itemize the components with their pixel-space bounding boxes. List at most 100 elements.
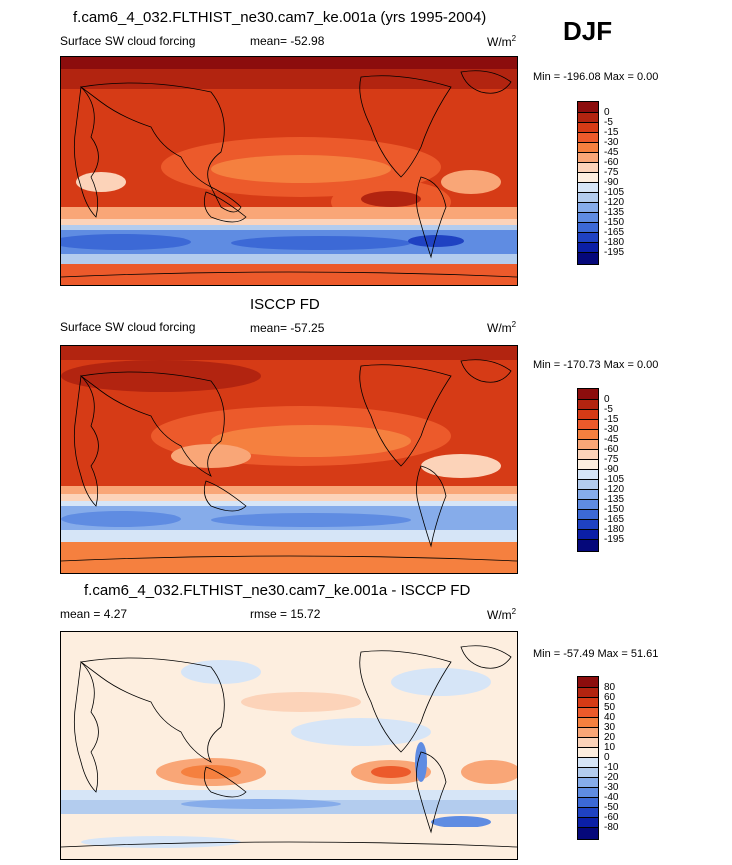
colorbar-tick-label: 0 — [604, 394, 610, 405]
colorbar-tick-label: -60 — [604, 444, 619, 455]
colorbar-tick-label: 40 — [604, 712, 616, 723]
colorbar-swatch — [578, 788, 598, 798]
colorbar-tick-label: -180 — [604, 237, 625, 248]
colorbar-swatch — [578, 460, 598, 470]
colorbar-swatch — [578, 440, 598, 450]
panel3-map — [60, 631, 518, 860]
panel3-colorbar — [577, 676, 599, 840]
colorbar-tick-label: -75 — [604, 454, 619, 465]
colorbar-swatch — [578, 163, 598, 173]
colorbar-swatch — [578, 540, 598, 551]
panel1-map — [60, 56, 518, 286]
panel2-left-label: Surface SW cloud forcing — [60, 320, 196, 334]
colorbar-swatch — [578, 490, 598, 500]
colorbar-swatch — [578, 798, 598, 808]
colorbar-tick-label: -165 — [604, 227, 625, 238]
colorbar-swatch — [578, 123, 598, 133]
colorbar-tick-label: -135 — [604, 207, 625, 218]
panel1-stat-label: mean= -52.98 — [250, 34, 325, 48]
colorbar-tick-label: -5 — [604, 117, 613, 128]
colorbar-swatch — [578, 500, 598, 510]
colorbar-swatch — [578, 808, 598, 818]
colorbar-tick-label: -120 — [604, 484, 625, 495]
colorbar-tick-label: -45 — [604, 434, 619, 445]
colorbar-swatch — [578, 233, 598, 243]
panel1-minmax: Min = -196.08 Max = 0.00 — [533, 71, 659, 83]
colorbar-tick-label: 0 — [604, 752, 610, 763]
colorbar-tick-label: 60 — [604, 692, 616, 703]
colorbar-swatch — [578, 708, 598, 718]
panel3-minmax: Min = -57.49 Max = 51.61 — [533, 648, 659, 660]
colorbar-tick-label: -10 — [604, 762, 619, 773]
colorbar-tick-label: -75 — [604, 167, 619, 178]
panel3-units: W/m2 — [487, 607, 517, 622]
panel2-stat-label: mean= -57.25 — [250, 321, 325, 335]
colorbar-tick-label: -45 — [604, 147, 619, 158]
colorbar-swatch — [578, 253, 598, 264]
colorbar-tick-label: 10 — [604, 742, 616, 753]
colorbar-swatch — [578, 698, 598, 708]
colorbar-tick-label: 50 — [604, 702, 616, 713]
colorbar-swatch — [578, 102, 598, 113]
colorbar-swatch — [578, 143, 598, 153]
panel3-left-label: mean = 4.27 — [60, 607, 128, 621]
colorbar-tick-label: -20 — [604, 772, 619, 783]
panel1-colorbar — [577, 101, 599, 265]
colorbar-tick-label: -30 — [604, 137, 619, 148]
colorbar-tick-label: 80 — [604, 682, 616, 693]
panel3-title: f.cam6_4_032.FLTHIST_ne30.cam7_ke.001a -… — [84, 582, 471, 599]
colorbar-tick-label: -120 — [604, 197, 625, 208]
colorbar-swatch — [578, 748, 598, 758]
colorbar-tick-label: -195 — [604, 247, 625, 258]
colorbar-swatch — [578, 420, 598, 430]
panel2-colorbar — [577, 388, 599, 552]
colorbar-swatch — [578, 758, 598, 768]
colorbar-tick-label: -5 — [604, 404, 613, 415]
panel2-map — [60, 345, 518, 574]
panel3-map-svg — [61, 632, 517, 859]
colorbar-swatch — [578, 688, 598, 698]
colorbar-tick-label: -30 — [604, 782, 619, 793]
colorbar-tick-label: -165 — [604, 514, 625, 525]
panel1-units: W/m2 — [487, 34, 517, 49]
season-label: DJF — [563, 16, 613, 46]
colorbar-tick-label: -90 — [604, 464, 619, 475]
colorbar-swatch — [578, 213, 598, 223]
colorbar-swatch — [578, 738, 598, 748]
colorbar-swatch — [578, 778, 598, 788]
colorbar-swatch — [578, 223, 598, 233]
colorbar-tick-label: -80 — [604, 822, 619, 833]
colorbar-swatch — [578, 510, 598, 520]
colorbar-tick-label: 30 — [604, 722, 616, 733]
colorbar-swatch — [578, 818, 598, 828]
colorbar-swatch — [578, 193, 598, 203]
colorbar-tick-label: -30 — [604, 424, 619, 435]
colorbar-swatch — [578, 153, 598, 163]
colorbar-tick-label: -15 — [604, 127, 619, 138]
colorbar-swatch — [578, 768, 598, 778]
colorbar-tick-label: -135 — [604, 494, 625, 505]
colorbar-swatch — [578, 113, 598, 123]
colorbar-swatch — [578, 173, 598, 183]
panel1-map-svg — [61, 57, 517, 285]
colorbar-tick-label: -15 — [604, 414, 619, 425]
colorbar-tick-label: -180 — [604, 524, 625, 535]
colorbar-swatch — [578, 133, 598, 143]
panel1-title: f.cam6_4_032.FLTHIST_ne30.cam7_ke.001a (… — [73, 9, 487, 26]
colorbar-tick-label: -195 — [604, 534, 625, 545]
colorbar-swatch — [578, 828, 598, 839]
colorbar-tick-label: -40 — [604, 792, 619, 803]
colorbar-tick-label: -50 — [604, 802, 619, 813]
panel3-stat-label: rmse = 15.72 — [250, 607, 321, 621]
colorbar-swatch — [578, 530, 598, 540]
colorbar-swatch — [578, 520, 598, 530]
colorbar-tick-label: -60 — [604, 812, 619, 823]
colorbar-tick-label: -150 — [604, 504, 625, 515]
panel2-map-svg — [61, 346, 517, 573]
colorbar-tick-label: -60 — [604, 157, 619, 168]
colorbar-swatch — [578, 243, 598, 253]
colorbar-swatch — [578, 728, 598, 738]
colorbar-tick-label: 20 — [604, 732, 616, 743]
panel1-left-label: Surface SW cloud forcing — [60, 34, 196, 48]
panel2-minmax: Min = -170.73 Max = 0.00 — [533, 359, 659, 371]
